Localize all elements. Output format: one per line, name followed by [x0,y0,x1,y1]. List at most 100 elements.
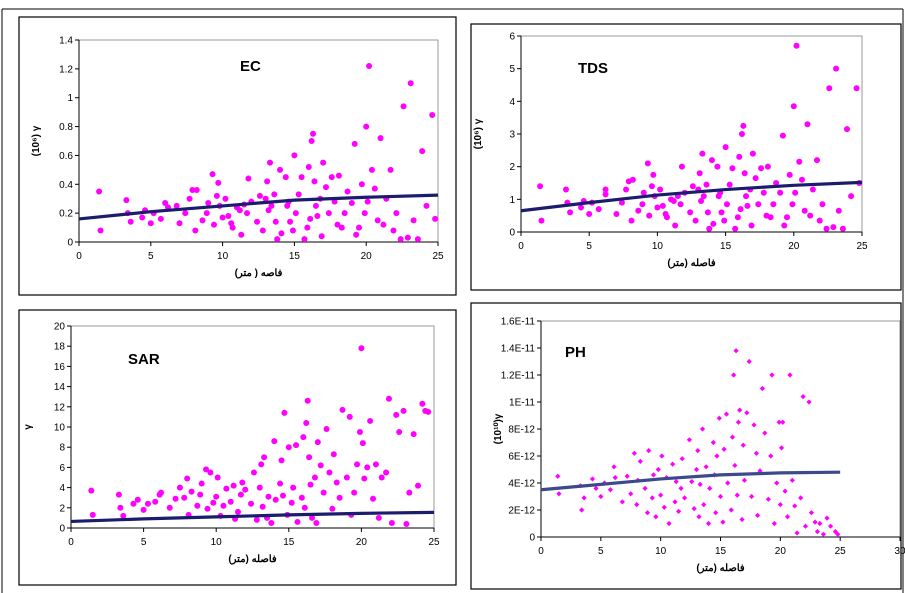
data-point [227,498,234,505]
data-point [710,439,716,446]
data-point [289,227,296,234]
data-point [322,184,329,191]
data-point [320,159,327,166]
data-point [729,165,736,172]
y-tick-label: 12 [54,402,66,413]
data-point [293,442,300,449]
data-point [695,448,701,454]
data-point [689,183,696,190]
data-point [623,186,630,193]
data-point [307,481,314,488]
data-point [157,215,164,222]
data-point [152,498,159,505]
data-point [88,487,95,494]
data-point [182,210,189,217]
x-tick-label: 10 [655,546,667,557]
data-point [368,166,375,173]
data-point [209,171,216,178]
data-point [307,215,314,222]
data-point [250,469,257,476]
data-point [689,479,695,485]
data-point [120,512,127,519]
x-tick-label: 10 [217,251,229,262]
trend-line [78,193,439,221]
data-point [749,150,756,157]
data-point [328,174,335,181]
data-point [686,437,692,443]
data-point [199,217,206,224]
y-tick-label: 5 [509,64,515,75]
data-point [812,519,818,525]
trend-line [520,180,863,213]
data-point [649,495,655,501]
chart-title: SAR [128,351,160,368]
y-tick-label: 0 [509,228,515,239]
data-point [723,201,730,208]
data-point [703,181,710,188]
data-point [300,434,307,441]
data-point [419,148,426,155]
data-point [361,210,368,217]
data-point [740,442,746,448]
data-point [312,202,319,209]
data-point [723,411,730,417]
data-point [741,477,748,483]
data-point [194,502,201,509]
data-point [716,415,722,421]
data-point [628,491,634,497]
data-point [556,491,562,497]
data-point [776,419,782,425]
data-point [729,434,736,440]
data-point [784,514,791,520]
data-point [648,183,655,190]
x-tick-label: 10 [652,241,664,252]
x-tick-label: 0 [76,251,82,262]
data-point [579,507,585,513]
data-point [646,212,653,219]
data-point [96,188,103,195]
data-point [613,211,620,218]
y-tick-label: 0 [67,238,73,249]
y-tick-label: 0 [529,533,535,544]
data-point [184,475,191,482]
x-axis-label: فاصله (متر) [696,563,745,574]
y-axis-label: (10⁶) γ [31,125,42,156]
data-point [581,495,587,501]
data-point [718,209,725,216]
data-point [794,530,800,536]
sar-plot-area [70,325,435,529]
data-point [173,202,180,209]
data-point [744,202,751,209]
data-point [374,217,381,224]
x-tick-label: 20 [788,241,800,252]
x-tick-label: 25 [835,546,847,557]
data-point [366,62,373,69]
data-point [364,198,371,205]
data-point [672,222,679,229]
data-point [781,222,788,229]
data-point [678,163,685,170]
data-point [657,186,664,193]
y-tick-label: 1.4E-11 [501,344,536,355]
data-point [134,496,141,503]
data-point [358,345,365,352]
data-point [380,221,387,228]
data-point [767,214,774,221]
data-point [290,484,297,491]
data-point [193,187,200,194]
data-point [140,506,147,513]
data-point [755,201,762,208]
data-point [278,457,285,464]
data-point [344,188,351,195]
data-point [339,406,346,413]
data-point [710,220,717,227]
data-point [225,213,232,220]
data-point [333,479,340,486]
data-point [400,103,407,110]
data-point [666,520,672,527]
data-point [210,221,217,228]
x-tick-label: 15 [283,537,295,548]
chart-title: TDS [578,60,608,77]
data-point [229,224,236,231]
